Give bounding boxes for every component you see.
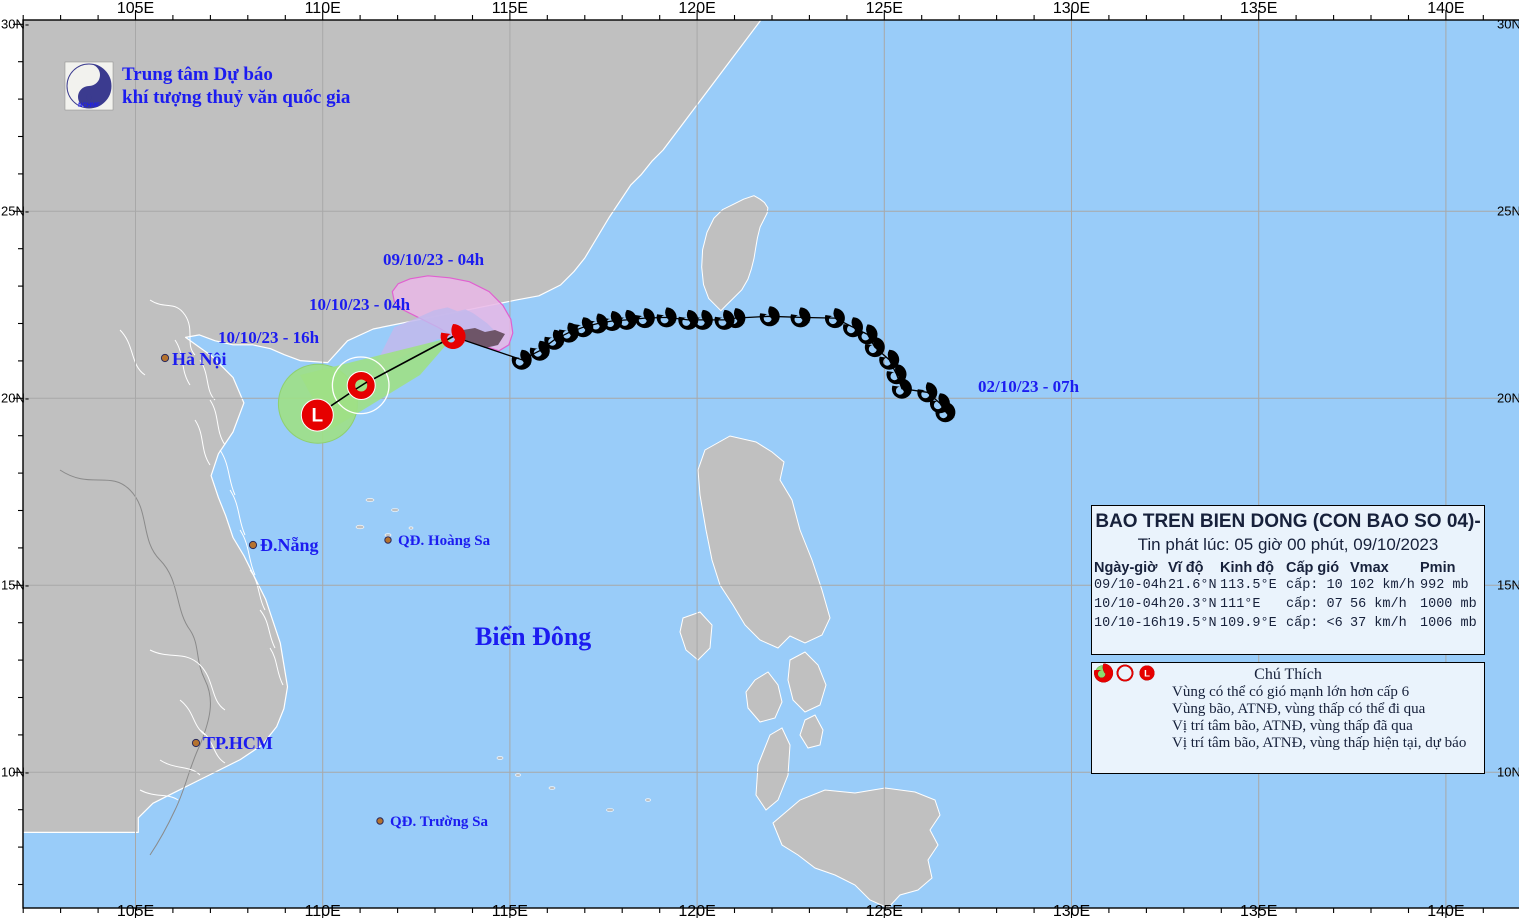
svg-text:Biển Đông: Biển Đông [475, 622, 591, 651]
svg-text:25N: 25N [1497, 203, 1519, 218]
svg-text:105E: 105E [117, 0, 154, 17]
svg-text:NCHMF: NCHMF [78, 103, 100, 109]
svg-text:10/10/23 - 16h: 10/10/23 - 16h [218, 328, 320, 347]
svg-text:25N-: 25N- [1, 203, 29, 218]
svg-text:110E: 110E [305, 903, 341, 919]
svg-text:20N: 20N [1497, 390, 1519, 405]
svg-text:khí tượng thuỷ văn quốc gia: khí tượng thuỷ văn quốc gia [122, 87, 351, 108]
svg-text:10N: 10N [1497, 764, 1519, 779]
svg-text:15N: 15N [1497, 577, 1519, 592]
svg-text:120E: 120E [678, 0, 715, 17]
svg-text:L: L [311, 406, 323, 427]
svg-text:15N-: 15N- [1, 577, 29, 592]
svg-text:105E: 105E [117, 903, 154, 919]
svg-text:TP.HCM: TP.HCM [203, 733, 273, 753]
svg-text:130E: 130E [1053, 903, 1090, 919]
svg-text:115E: 115E [492, 0, 528, 17]
svg-text:125E: 125E [866, 903, 903, 919]
svg-text:20N-: 20N- [1, 390, 29, 405]
svg-text:140E: 140E [1427, 903, 1464, 919]
svg-text:QĐ. Trường Sa: QĐ. Trường Sa [390, 814, 489, 830]
svg-text:110E: 110E [305, 0, 341, 17]
svg-text:09/10/23 - 04h: 09/10/23 - 04h [383, 250, 485, 269]
svg-text:L: L [1144, 669, 1150, 680]
svg-text:120E: 120E [678, 903, 715, 919]
svg-text:Hà Nội: Hà Nội [172, 349, 227, 369]
svg-text:QĐ. Hoàng Sa: QĐ. Hoàng Sa [398, 533, 491, 549]
svg-text:115E: 115E [492, 903, 528, 919]
svg-text:135E: 135E [1240, 0, 1277, 17]
svg-text:125E: 125E [866, 0, 903, 17]
svg-text:10N-: 10N- [1, 764, 29, 779]
svg-text:130E: 130E [1053, 0, 1090, 17]
svg-text:30N: 30N [1497, 16, 1519, 31]
svg-text:30N-: 30N- [1, 16, 29, 31]
svg-text:135E: 135E [1240, 903, 1277, 919]
svg-text:02/10/23 - 07h: 02/10/23 - 07h [978, 377, 1080, 396]
svg-text:10/10/23 - 04h: 10/10/23 - 04h [309, 295, 411, 314]
svg-text:Trung tâm Dự báo: Trung tâm Dự báo [122, 64, 273, 85]
svg-text:140E: 140E [1427, 0, 1464, 17]
svg-text:Đ.Nẵng: Đ.Nẵng [260, 535, 319, 555]
